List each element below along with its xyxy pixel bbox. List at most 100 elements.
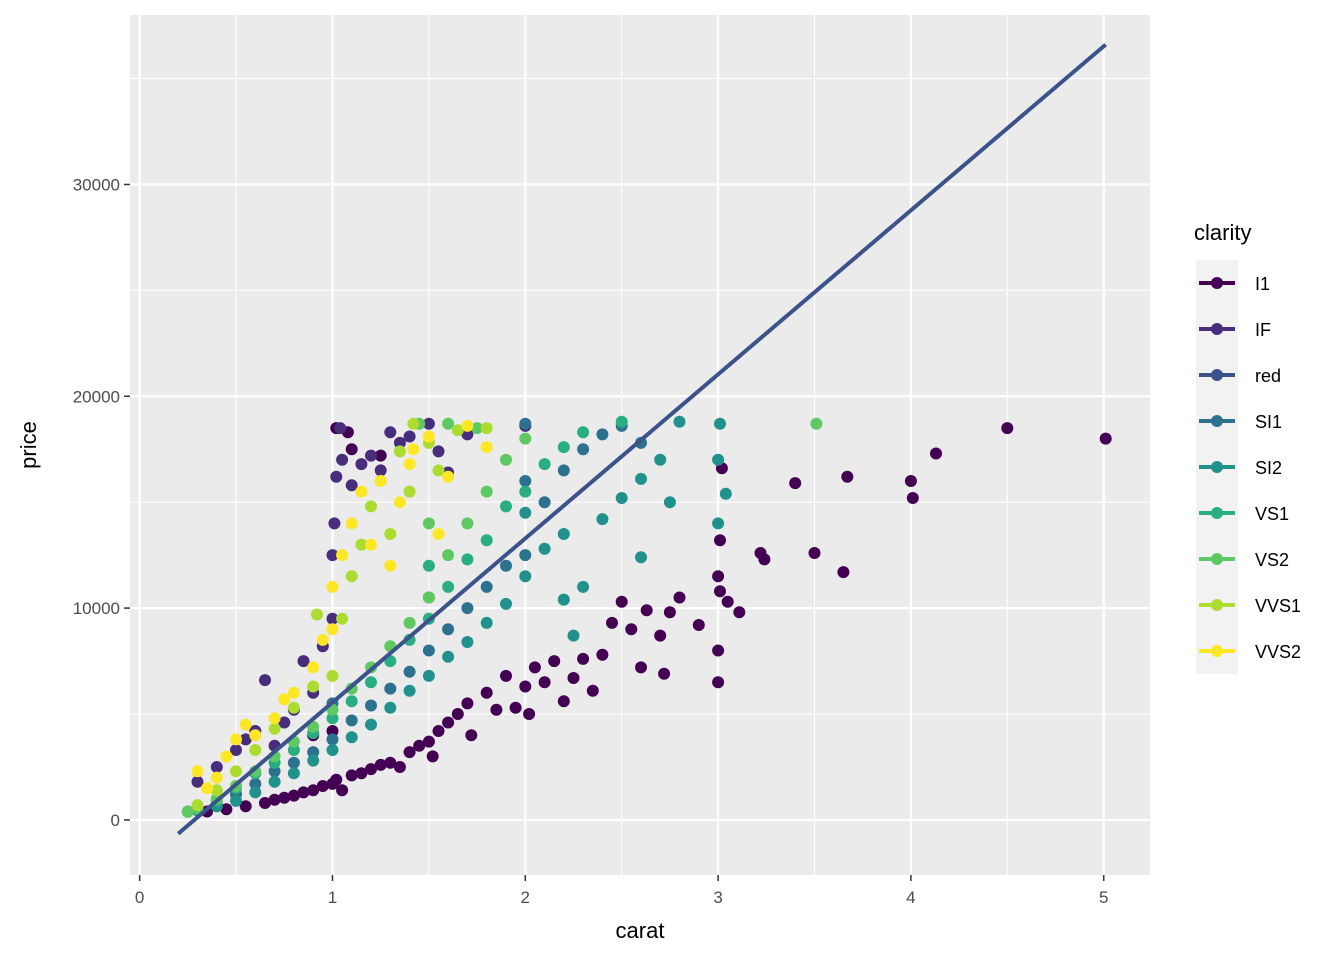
data-point-i1 — [586, 684, 599, 697]
data-point-i1 — [837, 566, 850, 579]
data-points — [181, 415, 1112, 818]
data-point-i1 — [461, 697, 474, 710]
data-point-i1 — [712, 570, 725, 583]
data-point-i1 — [567, 672, 580, 684]
data-point-if — [365, 449, 377, 462]
data-point-vs2 — [471, 422, 484, 435]
data-point-si2 — [615, 492, 628, 504]
data-point-vvs1 — [403, 485, 416, 498]
data-point-vvs1 — [287, 701, 300, 714]
data-point-vvs1 — [432, 464, 445, 477]
data-point-i1 — [374, 758, 387, 771]
data-point-i1 — [758, 553, 771, 566]
data-point-si1 — [519, 417, 532, 430]
data-point-if — [239, 733, 252, 746]
data-point-i1 — [904, 475, 917, 487]
data-point-i1 — [509, 701, 522, 714]
data-point-i1 — [287, 789, 300, 802]
data-point-i1 — [596, 648, 609, 661]
x-tick-label: 0 — [135, 888, 144, 907]
data-point-vs2 — [519, 432, 532, 445]
data-point-si1 — [307, 746, 320, 759]
x-tick-label: 5 — [1099, 888, 1108, 907]
data-point-vvs1 — [384, 528, 397, 540]
data-point-si2 — [635, 472, 647, 485]
data-point-vvs2 — [220, 750, 233, 763]
data-point-i1 — [658, 667, 671, 680]
data-point-i1 — [432, 725, 445, 737]
data-point-i1 — [692, 619, 705, 631]
data-point-vvs2 — [355, 485, 368, 498]
data-point-if — [422, 417, 435, 430]
data-point-i1 — [523, 708, 536, 720]
y-tick-label: 30000 — [73, 175, 120, 194]
data-point-vvs2 — [432, 528, 445, 540]
data-point-i1 — [403, 746, 416, 759]
data-point-vs2 — [181, 805, 194, 818]
data-point-si1 — [461, 602, 474, 615]
legend: clarity I1 IF red SI1 SI2 VS1 VS2 VVS1 VVS2 — [1194, 220, 1301, 674]
data-point-i1 — [384, 756, 397, 769]
y-tick-label: 0 — [111, 811, 120, 830]
data-point-vvs2 — [268, 712, 281, 725]
data-point-vvs2 — [278, 693, 291, 706]
data-point-if — [336, 453, 349, 466]
data-point-if — [374, 464, 387, 477]
data-point-si2 — [673, 415, 686, 428]
data-point-si2 — [461, 636, 474, 648]
data-point-vs2 — [422, 517, 435, 530]
data-point-si1 — [519, 549, 532, 562]
data-point-vs2 — [442, 549, 455, 562]
data-point-i1 — [451, 708, 464, 720]
data-point-if — [259, 674, 271, 687]
legend-entries: I1 IF red SI1 SI2 VS1 VS2 VVS1 VVS2 — [1196, 260, 1301, 674]
data-point-i1 — [393, 761, 406, 773]
data-point-i1 — [1001, 422, 1014, 435]
data-point-si1 — [538, 496, 551, 509]
data-point-vs1 — [461, 553, 474, 566]
y-tick-label: 20000 — [73, 387, 120, 406]
data-point-vvs1 — [336, 612, 349, 625]
x-tick-label: 3 — [713, 888, 722, 907]
data-point-i1 — [654, 629, 667, 642]
data-point-if — [278, 716, 291, 729]
data-point-vs1 — [422, 559, 435, 572]
data-point-i1 — [345, 443, 358, 456]
legend-key-point — [1211, 599, 1223, 611]
data-point-vvs1 — [249, 744, 262, 756]
data-point-si1 — [557, 464, 570, 477]
data-point-vvs1 — [311, 608, 323, 621]
data-point-i1 — [426, 750, 439, 763]
data-point-vvs1 — [307, 680, 320, 693]
data-point-i1 — [239, 800, 252, 813]
data-point-i1 — [316, 780, 329, 792]
data-point-i1 — [606, 616, 618, 629]
data-point-if — [297, 655, 310, 668]
data-point-if — [330, 470, 343, 483]
data-point-i1 — [422, 735, 435, 748]
data-point-si2 — [287, 767, 300, 780]
data-point-if — [432, 445, 445, 458]
data-point-si2 — [403, 684, 416, 697]
data-point-i1 — [673, 591, 686, 604]
data-point-si2 — [249, 786, 262, 799]
minor-gridlines — [130, 15, 1150, 875]
data-point-i1 — [808, 547, 821, 559]
y-axis-title: price — [16, 421, 41, 469]
data-point-vvs2 — [365, 538, 377, 551]
data-point-i1 — [278, 791, 291, 804]
data-point-si1 — [249, 777, 262, 790]
data-point-i1 — [259, 797, 271, 809]
data-point-i1 — [297, 786, 310, 799]
data-point-vs1 — [365, 676, 377, 689]
data-point-si2 — [635, 551, 647, 564]
data-point-vvs2 — [326, 623, 339, 636]
data-point-i1 — [906, 492, 919, 504]
data-point-si2 — [326, 744, 339, 756]
data-point-vs2 — [500, 453, 512, 466]
legend-label: I1 — [1255, 274, 1270, 294]
major-gridlines — [130, 15, 1150, 875]
data-point-si1 — [500, 559, 512, 572]
data-point-vs2 — [810, 417, 823, 430]
